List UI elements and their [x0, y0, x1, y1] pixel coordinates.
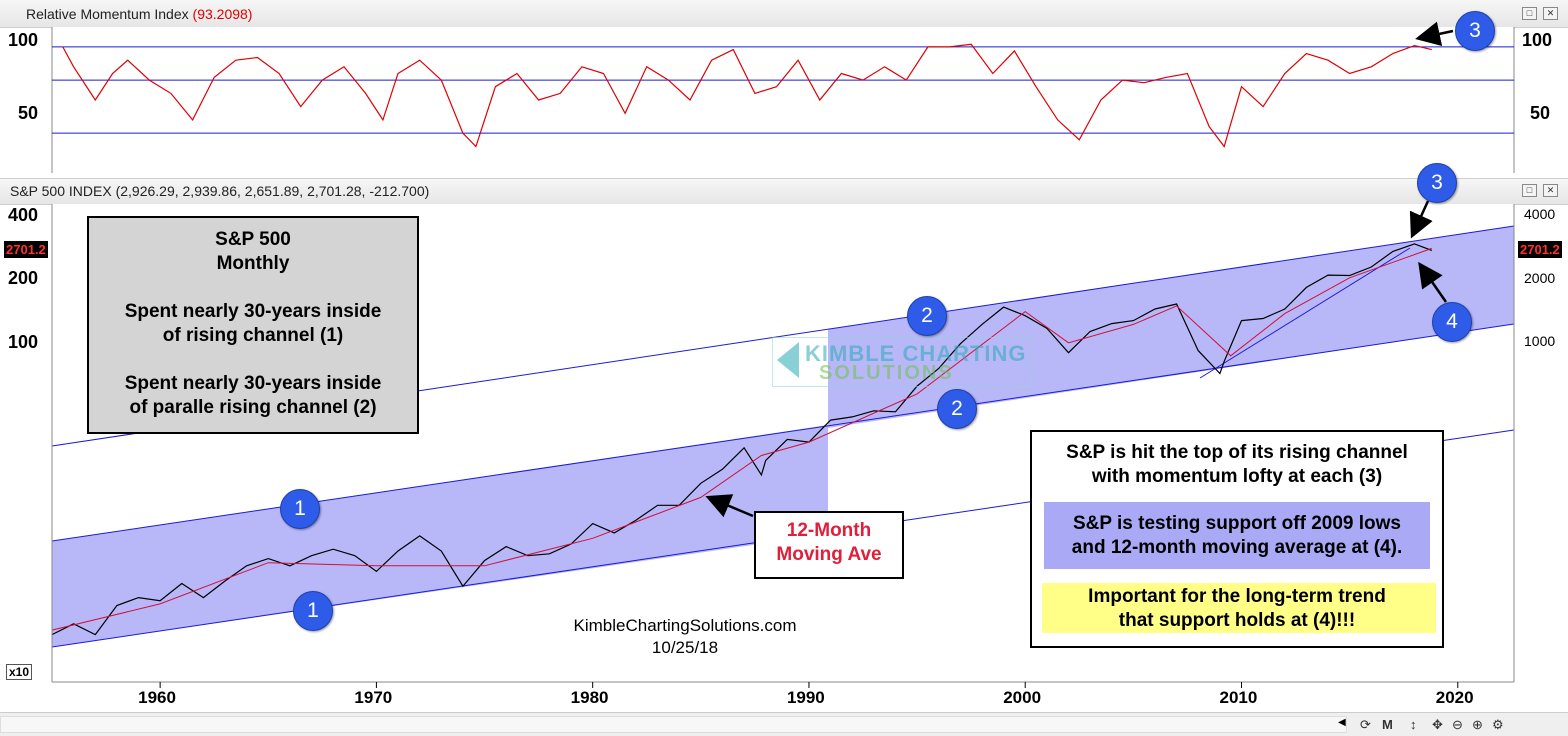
horizontal-scrollbar[interactable] [0, 716, 1347, 733]
momentum-panel-title: Relative Momentum Index (93.2098) [26, 6, 253, 22]
marker-3-price: 3 [1417, 163, 1457, 203]
summary-line2b: of paralle rising channel (2) [129, 397, 377, 418]
analysis-line3: S&P is testing support off 2009 lows [1073, 513, 1401, 534]
credit-text: KimbleChartingSolutions.com [573, 616, 797, 635]
zoom-in-icon[interactable]: ⊕ [1472, 717, 1483, 732]
momentum-value: (93.2098) [192, 6, 253, 22]
momentum-axis-right-50: 50 [1530, 103, 1551, 123]
summary-line1a: Spent nearly 30-years inside [124, 301, 382, 322]
price-axis-right-4000: 4000 [1524, 206, 1556, 222]
zoom-out-icon[interactable]: ⊖ [1452, 717, 1463, 732]
watermark-logo-icon [777, 342, 799, 378]
ma-label-line1: 12-Month [786, 520, 872, 541]
summary-subtitle: Monthly [216, 253, 290, 274]
price-axis-right-2000: 2000 [1524, 270, 1556, 286]
vertical-scale-icon[interactable]: ↕ [1410, 717, 1417, 732]
ma-label-line2: Moving Ave [776, 544, 882, 565]
x-axis-label: 1960 [138, 688, 176, 707]
move-icon[interactable]: ✥ [1432, 717, 1443, 732]
analysis-line5: Important for the long-term trend [1088, 586, 1386, 607]
watermark-line1: KIMBLE CHARTING [805, 341, 1027, 366]
support-highlight [1044, 502, 1430, 569]
x-axis-label: 1980 [570, 688, 609, 707]
analysis-line4: and 12-month moving average at (4). [1071, 537, 1403, 558]
marker-3-momentum: 3 [1455, 11, 1495, 51]
scroll-left-button[interactable]: ◀ [1338, 717, 1346, 728]
date-text: 10/25/18 [651, 638, 719, 657]
refresh-icon[interactable]: ⟳ [1360, 717, 1371, 732]
momentum-window-buttons: □ ✕ [1522, 7, 1558, 20]
price-axis-right-1000: 1000 [1524, 333, 1556, 349]
analysis-line2: with momentum lofty at each (3) [1091, 466, 1383, 487]
channel-1-fill [52, 425, 828, 647]
watermark: KIMBLE CHARTING SOLUTIONS [772, 337, 1032, 387]
settings-icon[interactable]: ⚙ [1492, 717, 1504, 732]
moving-average-line [51, 247, 1432, 631]
price-tag-left: 2701.2 [4, 241, 48, 258]
m-icon[interactable]: M [1382, 717, 1393, 732]
summary-line1b: of rising channel (1) [162, 325, 344, 346]
price-axis-left-400: 400 [8, 205, 39, 225]
momentum-axis-left-100: 100 [8, 30, 39, 50]
marker-2-upper: 2 [907, 296, 947, 336]
summary-box [87, 216, 419, 434]
momentum-axis-right-100: 100 [1522, 30, 1553, 50]
analysis-line6: that support holds at (4)!!! [1118, 610, 1356, 631]
status-bar: ◀ ⟳ M ↕ ✥ ⊖ ⊕ ⚙ [0, 712, 1568, 736]
x-axis-label: 2000 [1003, 688, 1042, 707]
x-axis-label: 2020 [1435, 688, 1474, 707]
close-button[interactable]: ✕ [1543, 7, 1558, 20]
analysis-line1: S&P is hit the top of its rising channel [1066, 442, 1408, 463]
summary-title: S&P 500 [215, 229, 291, 250]
restore-button[interactable]: □ [1522, 184, 1537, 197]
x-axis-label: 2010 [1219, 688, 1258, 707]
momentum-series-line [62, 43, 1432, 148]
x-axis-label: 1990 [786, 688, 825, 707]
price-axis-left-200: 200 [8, 268, 39, 288]
support-trendline [1199, 247, 1411, 379]
summary-line2a: Spent nearly 30-years inside [124, 373, 382, 394]
watermark-line2: SOLUTIONS [819, 362, 954, 384]
channel-2-fill [828, 226, 1514, 428]
marker-2-lower: 2 [937, 389, 977, 429]
marker-1-upper: 1 [280, 489, 320, 529]
marker-1-lower: 1 [293, 591, 333, 631]
scale-label: x10 [6, 664, 33, 680]
price-axis-left-100: 100 [8, 332, 39, 352]
price-window-buttons: □ ✕ [1522, 184, 1558, 197]
momentum-plot [51, 27, 1515, 173]
marker-4: 4 [1432, 302, 1472, 342]
price-tag-right: 2701.2 [1518, 241, 1562, 258]
price-panel-title: S&P 500 INDEX (2,926.29, 2,939.86, 2,651… [10, 183, 430, 199]
momentum-axis-left-50: 50 [18, 103, 39, 123]
important-highlight [1042, 583, 1436, 633]
x-axis-label: 1970 [354, 688, 393, 707]
close-button[interactable]: ✕ [1543, 184, 1558, 197]
ma-label-box [754, 511, 904, 579]
sp500-price-line [51, 243, 1433, 636]
restore-button[interactable]: □ [1522, 7, 1537, 20]
